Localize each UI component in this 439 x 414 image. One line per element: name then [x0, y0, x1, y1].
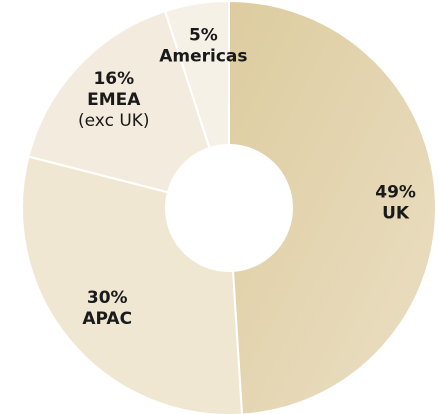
slice-uk [228, 0, 437, 414]
slice-value-label: 49% [375, 182, 416, 202]
slice-apac [21, 155, 243, 414]
slice-value-label: 16% [93, 69, 134, 89]
slice-name-label: Americas [159, 47, 247, 67]
slice-note-label: (exc UK) [78, 111, 150, 131]
slice-emea [27, 9, 211, 194]
slice-layer [21, 0, 437, 414]
slice-name-label: EMEA [87, 90, 141, 110]
label-layer: 49%UK 30%APAC 16%EMEA(exc UK) 5%Americas [78, 26, 416, 330]
slice-value-label: 30% [87, 288, 128, 308]
slice-name-label: UK [382, 203, 410, 223]
slice-value-label: 5% [189, 26, 218, 46]
slice-americas [163, 0, 230, 150]
slice-name-label: APAC [82, 309, 132, 329]
